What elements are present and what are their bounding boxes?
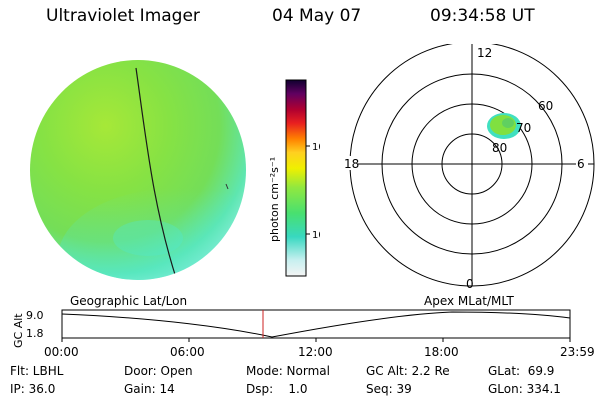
gc-alt-axis-label: GC Alt (12, 313, 25, 348)
dsp-readout: Dsp: 1.0 (246, 382, 308, 396)
glat-readout: GLat: 69.9 (488, 364, 555, 378)
colorbar-unit-label: photon cm⁻²s⁻¹ (268, 157, 281, 242)
auroral-oval-spot (487, 113, 521, 139)
colorbar-tick-label: 100 (312, 142, 320, 153)
mlt-label-bg (476, 46, 492, 59)
x-tick-label: 18:00 (424, 345, 459, 359)
y-tick-label: 1.8 (26, 327, 44, 340)
ip-readout: IP: 36.0 (10, 382, 56, 396)
mlt-label-18: 18 (344, 157, 359, 171)
gc-alt-readout: GC Alt: 2.2 Re (366, 364, 450, 378)
gain-readout: Gain: 14 (124, 382, 175, 396)
mlt-label-bg (576, 156, 588, 170)
colorbar-tick-label: 10 (312, 230, 320, 241)
instrument-title: Ultraviolet Imager (46, 6, 200, 26)
time-label: 09:34:58 UT (430, 6, 535, 26)
lat-label-80: 80 (492, 141, 507, 155)
altitude-curve (61, 311, 571, 338)
x-tick-label: 23:59 (560, 345, 595, 359)
x-tick-label: 06:00 (170, 345, 205, 359)
filter-readout: Flt: LBHL (10, 364, 64, 378)
mlt-label-6: 6 (577, 157, 585, 171)
date-label: 04 May 07 (272, 6, 362, 26)
terminator-line (135, 67, 179, 280)
mlt-label-bg (340, 156, 358, 170)
disk-cyan-patch (113, 220, 183, 256)
mode-readout: Mode: Normal (246, 364, 330, 378)
disk-artifact (225, 183, 229, 190)
colorbar: 100 10 photon cm⁻²s⁻¹ (268, 79, 320, 277)
mlt-label-12: 12 (477, 46, 492, 60)
x-tick-label: 12:00 (298, 345, 333, 359)
auroral-image (30, 60, 246, 280)
lat-label-70: 70 (516, 121, 531, 135)
polar-plot: 12 18 6 0 60 70 80 (340, 44, 595, 290)
colorbar-scale (285, 79, 307, 277)
mlt-label-0: 0 (466, 277, 474, 290)
timeline-frame (61, 309, 571, 339)
apex-mlat-mlt-label: Apex MLat/MLT (424, 294, 514, 308)
door-readout: Door: Open (124, 364, 193, 378)
x-tick-label: 00:00 (44, 345, 79, 359)
orbit-altitude-timeline: GC Alt 9.0 1.8 00:00 06:00 12:00 18:00 2… (12, 309, 595, 359)
seq-readout: Seq: 39 (366, 382, 412, 396)
glon-readout: GLon: 334.1 (488, 382, 561, 396)
geographic-latlon-label: Geographic Lat/Lon (70, 294, 188, 308)
y-tick-label: 9.0 (26, 309, 44, 322)
lat-label-60: 60 (538, 99, 553, 113)
